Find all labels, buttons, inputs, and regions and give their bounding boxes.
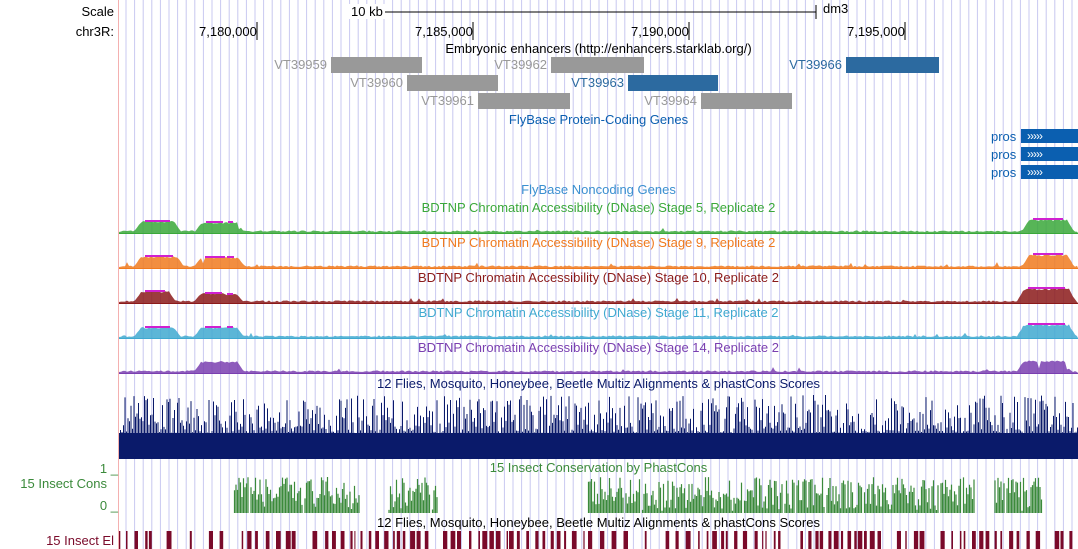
ruler-tick-label: 7,185,000 bbox=[415, 24, 473, 39]
gene-feature[interactable]: ››››› bbox=[1021, 147, 1078, 161]
cons-axis-min: 0 _ bbox=[99, 498, 118, 513]
conserved-elements[interactable] bbox=[119, 531, 1078, 549]
genome-browser-image[interactable]: 10 kb dm3 7,180,000 7,185,000 7,190,000 … bbox=[119, 0, 1078, 549]
multiz-signal[interactable] bbox=[119, 393, 1078, 459]
dnase-stage9-title[interactable]: BDTNP Chromatin Accessibility (DNase) St… bbox=[421, 235, 776, 250]
dnase-stage5-signal[interactable] bbox=[119, 214, 1078, 234]
dnase-stage11-title[interactable]: BDTNP Chromatin Accessibility (DNase) St… bbox=[418, 305, 779, 320]
dnase-stage10-signal[interactable] bbox=[119, 284, 1078, 304]
dnase-stage9-signal[interactable] bbox=[119, 249, 1078, 269]
cons-axis-max: 1 _ bbox=[99, 461, 118, 476]
assembly-label: dm3 bbox=[823, 1, 849, 16]
ruler-tick-label: 7,195,000 bbox=[847, 24, 905, 39]
scale-label: Scale bbox=[81, 4, 114, 19]
gene-feature[interactable]: ››››› bbox=[1021, 165, 1078, 179]
enhancer-label[interactable]: VT39964 bbox=[644, 93, 697, 108]
ruler-tick-label: 7,190,000 bbox=[631, 24, 689, 39]
dnase-stage10-title[interactable]: BDTNP Chromatin Accessibility (DNase) St… bbox=[417, 270, 780, 285]
enhancer-label[interactable]: VT39966 bbox=[789, 57, 842, 72]
noncoding-track-title[interactable]: FlyBase Noncoding Genes bbox=[521, 182, 676, 197]
enhancer-label[interactable]: VT39962 bbox=[494, 57, 547, 72]
dnase-stage14-signal[interactable] bbox=[119, 354, 1078, 374]
enhancer-label[interactable]: VT39961 bbox=[421, 93, 474, 108]
protein-coding-track-title[interactable]: FlyBase Protein-Coding Genes bbox=[508, 112, 689, 127]
gene-label[interactable]: pros bbox=[991, 129, 1017, 144]
dnase-stage11-signal[interactable] bbox=[119, 319, 1078, 339]
gene-label[interactable]: pros bbox=[991, 147, 1017, 162]
gene-label[interactable]: pros bbox=[991, 165, 1017, 180]
left-label-pane: Scale chr3R: 15 Insect Cons 1 _ 0 _ 15 I… bbox=[0, 0, 119, 549]
insect-cons-label[interactable]: 15 Insect Cons bbox=[20, 476, 107, 491]
insect-el-label[interactable]: 15 Insect El bbox=[46, 533, 114, 548]
scale-length-label: 10 kb bbox=[349, 4, 385, 19]
enhancer-label[interactable]: VT39960 bbox=[350, 75, 403, 90]
enhancer-feature[interactable] bbox=[846, 57, 939, 73]
phastcons-signal[interactable] bbox=[119, 473, 1078, 513]
enhancers-track-title[interactable]: Embryonic enhancers (http://enhancers.st… bbox=[445, 41, 752, 56]
enhancer-feature[interactable] bbox=[628, 75, 718, 91]
enhancer-label[interactable]: VT39959 bbox=[274, 57, 327, 72]
enhancer-feature[interactable] bbox=[701, 93, 792, 109]
gene-feature[interactable]: ››››› bbox=[1021, 129, 1078, 143]
dnase-stage5-title[interactable]: BDTNP Chromatin Accessibility (DNase) St… bbox=[421, 200, 776, 215]
enhancer-feature[interactable] bbox=[551, 57, 644, 73]
enhancer-label[interactable]: VT39963 bbox=[571, 75, 624, 90]
chrom-label: chr3R: bbox=[75, 24, 114, 39]
enhancer-feature[interactable] bbox=[407, 75, 498, 91]
enhancer-feature[interactable] bbox=[331, 57, 422, 73]
dnase-stage14-title[interactable]: BDTNP Chromatin Accessibility (DNase) St… bbox=[417, 340, 780, 355]
phastcons-track-title[interactable]: 15 Insect Conservation by PhastCons bbox=[489, 460, 708, 475]
ruler-tick-label: 7,180,000 bbox=[199, 24, 257, 39]
enhancer-feature[interactable] bbox=[478, 93, 570, 109]
multiz-track-title[interactable]: 12 Flies, Mosquito, Honeybee, Beetle Mul… bbox=[377, 376, 820, 391]
elements-track-title[interactable]: 12 Flies, Mosquito, Honeybee, Beetle Mul… bbox=[377, 515, 820, 530]
